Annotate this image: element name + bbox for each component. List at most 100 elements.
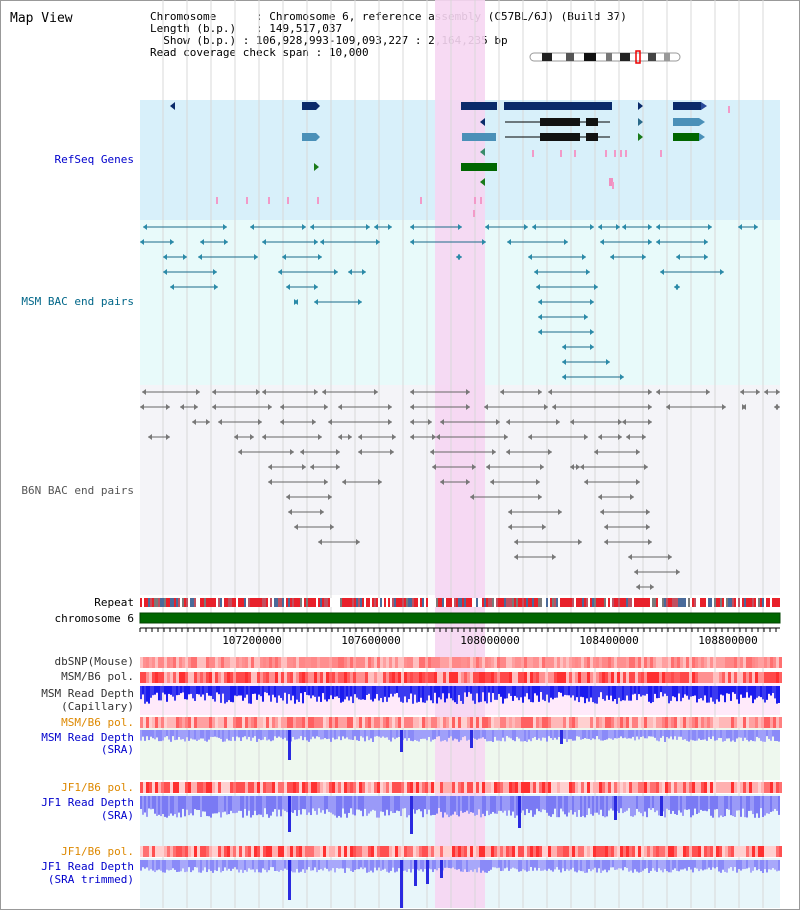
heat-cell	[446, 717, 449, 728]
heat-cell	[518, 782, 521, 793]
gene-exons[interactable]	[540, 133, 580, 141]
depth-bar	[152, 686, 154, 696]
depth-bar	[622, 730, 624, 739]
heat-cell	[347, 846, 350, 857]
gene-exons[interactable]	[586, 118, 598, 126]
repeat-segment	[740, 598, 742, 607]
depth-bar	[654, 730, 656, 738]
depth-bar	[590, 686, 592, 698]
gene-block[interactable]	[302, 133, 316, 141]
depth-bar	[226, 860, 228, 871]
gene-arrow[interactable]	[480, 118, 485, 126]
depth-bar	[556, 796, 558, 818]
depth-bar	[158, 686, 160, 701]
msm-bac-end-pairs[interactable]	[140, 224, 758, 380]
depth-bar	[458, 796, 460, 817]
depth-bar	[658, 860, 660, 869]
gene-block[interactable]	[673, 118, 699, 126]
msm-pol-heat-strip[interactable]	[140, 672, 782, 683]
gene-arrow[interactable]	[480, 178, 485, 186]
dbsnp-heat-strip[interactable]	[140, 657, 782, 668]
gene-arrow[interactable]	[314, 163, 319, 171]
depth-bar	[598, 730, 600, 740]
depth-bar	[752, 730, 754, 742]
gene-arrow[interactable]	[316, 102, 320, 110]
gene-exons[interactable]	[540, 118, 580, 126]
gene-small[interactable]	[609, 178, 613, 186]
bac-end-arrow	[676, 254, 680, 260]
heat-cell	[152, 672, 155, 683]
gene-block[interactable]	[461, 102, 497, 110]
gene-arrow[interactable]	[638, 133, 643, 141]
msm-pol-heat-strip-2[interactable]	[140, 717, 782, 728]
gene-block[interactable]	[462, 133, 496, 141]
bac-end-arrow	[590, 299, 594, 305]
heat-cell	[149, 782, 152, 793]
gene-block[interactable]	[673, 102, 701, 110]
gene-arrow[interactable]	[699, 133, 705, 141]
heat-cell	[191, 672, 194, 683]
gene-block[interactable]	[461, 163, 497, 171]
heat-cell	[665, 717, 668, 728]
gene-arrow[interactable]	[316, 133, 320, 141]
jf1-sra-depth-bars[interactable]	[140, 796, 780, 834]
depth-bar	[682, 730, 684, 740]
jf1-pol-heat-strip[interactable]	[140, 782, 782, 793]
b6n-bac-end-pairs[interactable]	[140, 389, 780, 590]
repeat-segment	[220, 598, 222, 607]
chromosome-bar[interactable]	[139, 612, 781, 624]
depth-bar	[354, 686, 356, 695]
refseq-features[interactable]	[170, 102, 707, 186]
gene-block[interactable]	[673, 133, 699, 141]
chromosome-ideogram[interactable]	[529, 50, 681, 64]
depth-bar	[740, 860, 742, 871]
gene-arrow[interactable]	[699, 118, 705, 126]
heat-cell	[488, 717, 491, 728]
msm-capillary-depth-bars[interactable]	[140, 686, 780, 704]
heat-cell	[221, 672, 224, 683]
depth-bar	[720, 730, 722, 739]
heat-cell	[452, 717, 455, 728]
repeat-segment	[662, 598, 664, 607]
heat-cell	[680, 672, 683, 683]
jf1-pol-heat-strip-2[interactable]	[140, 846, 782, 857]
gene-block[interactable]	[504, 102, 612, 110]
depth-bar	[476, 796, 478, 815]
heat-cell	[290, 717, 293, 728]
depth-bar	[438, 796, 440, 809]
depth-bar	[718, 730, 720, 738]
gene-arrow[interactable]	[701, 102, 707, 110]
heat-cell	[197, 846, 200, 857]
gene-exons[interactable]	[586, 133, 598, 141]
depth-bar	[548, 686, 550, 703]
depth-bar	[200, 686, 202, 697]
heat-cell	[761, 657, 764, 668]
depth-bar	[558, 796, 560, 818]
depth-bar	[156, 730, 158, 738]
bac-end-arrow	[536, 284, 540, 290]
depth-bar	[220, 686, 222, 703]
depth-bar	[582, 860, 584, 872]
gene-block[interactable]	[302, 102, 316, 110]
heat-cell	[446, 657, 449, 668]
heat-cell	[779, 657, 782, 668]
depth-bar	[370, 686, 372, 700]
depth-bar	[424, 730, 426, 739]
gene-arrow[interactable]	[480, 148, 485, 156]
repeat-segment	[432, 598, 434, 607]
depth-bar	[452, 796, 454, 815]
heat-cell	[509, 782, 512, 793]
heat-cell	[569, 846, 572, 857]
msm-sra-depth-bars[interactable]	[140, 730, 780, 760]
page-title: Map View	[10, 11, 73, 26]
gene-arrow[interactable]	[170, 102, 175, 110]
gene-arrow[interactable]	[638, 118, 643, 126]
selection-highlight[interactable]	[435, 0, 485, 908]
gene-arrow[interactable]	[638, 102, 643, 110]
jf1-trimmed-depth-bars[interactable]	[140, 860, 780, 908]
depth-bar	[706, 686, 708, 703]
heat-cell	[590, 846, 593, 857]
depth-bar	[626, 796, 628, 811]
heat-cell	[437, 672, 440, 683]
